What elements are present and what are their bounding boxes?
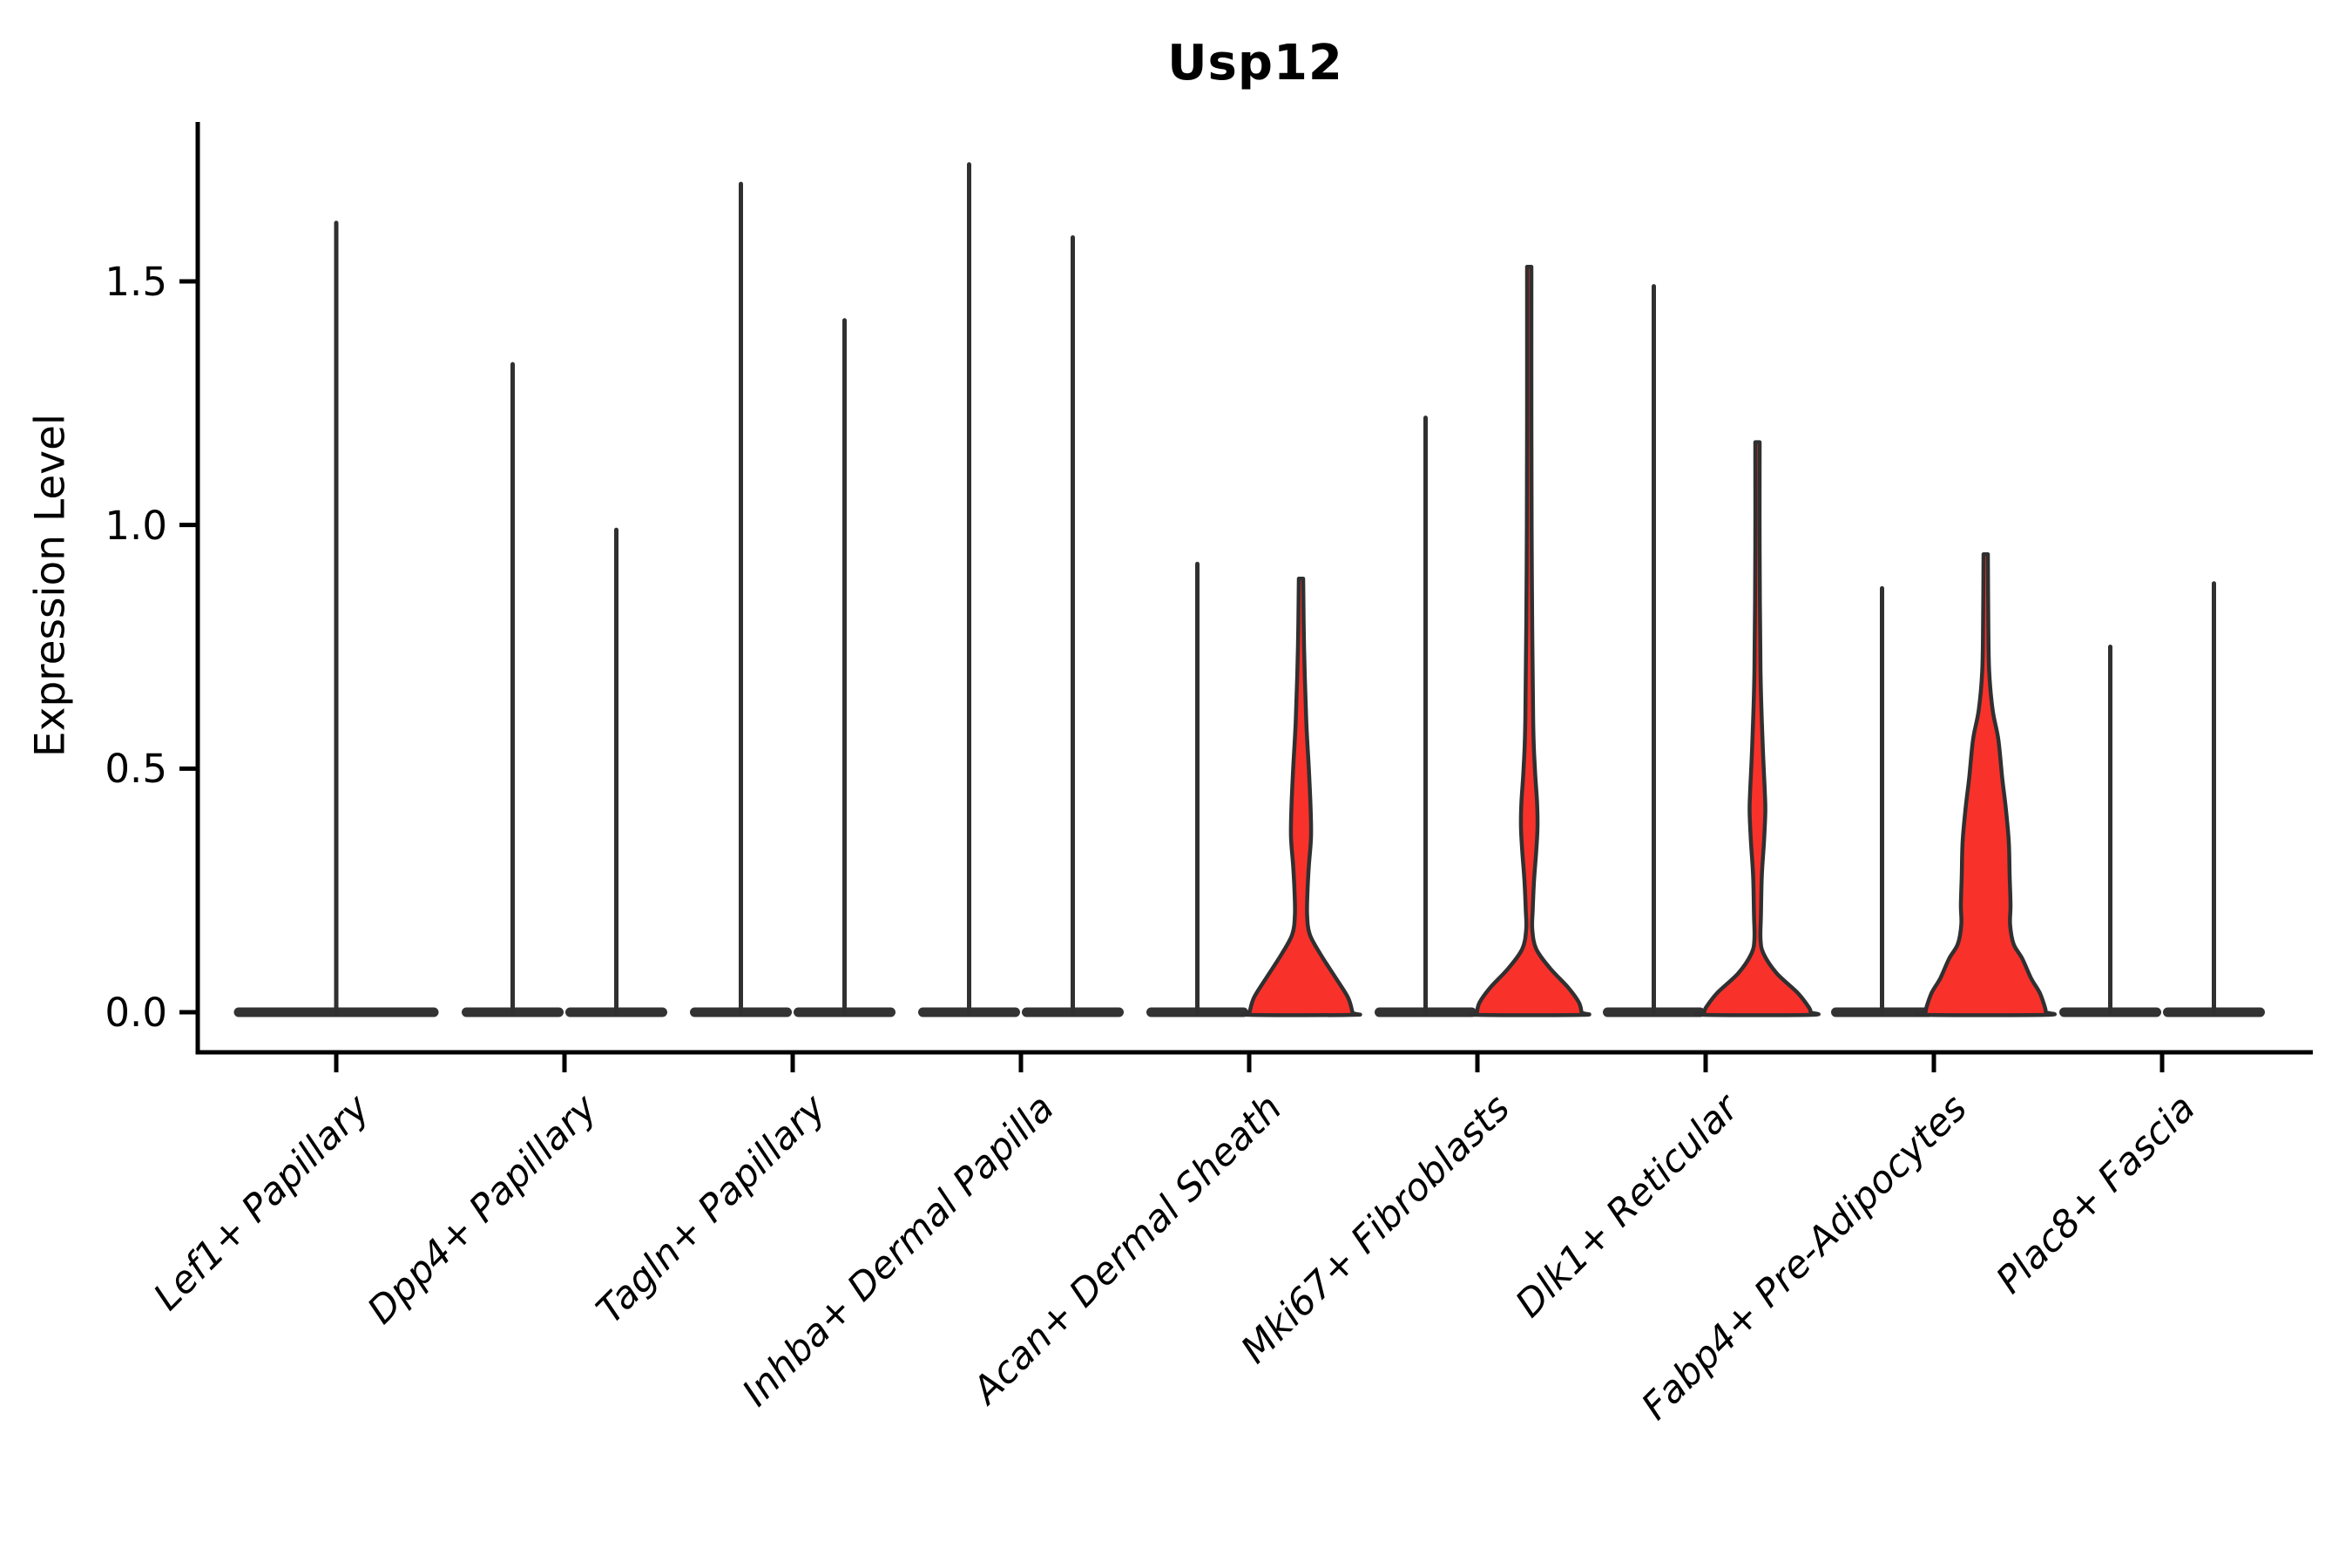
violin-filled: [1694, 440, 1821, 1017]
violin-filled: [1240, 576, 1362, 1017]
y-tick-label: 0.5: [105, 746, 167, 793]
violin-filled: [1915, 551, 2057, 1017]
y-axis-title: Expression Level: [26, 413, 75, 758]
chart-title: Usp12: [1167, 35, 1343, 91]
y-tick-label: 1.5: [105, 259, 167, 305]
y-tick-label: 0.0: [105, 990, 167, 1036]
y-tick-label: 1.0: [105, 502, 167, 549]
violin-filled: [1467, 264, 1592, 1017]
